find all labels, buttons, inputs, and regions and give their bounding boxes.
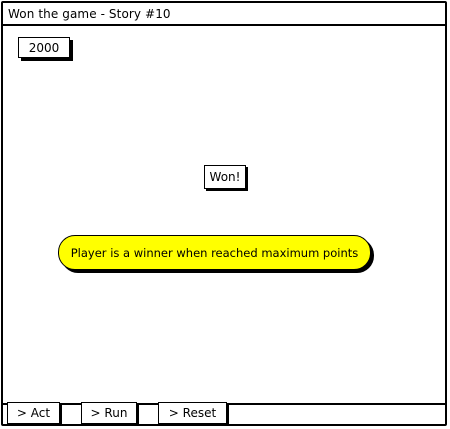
score-value: 2000 [28, 40, 60, 55]
reset-button[interactable]: > Reset [158, 402, 227, 424]
run-button[interactable]: > Run [81, 402, 137, 424]
story-note-callout: Player is a winner when reached maximum … [58, 235, 371, 270]
window-titlebar: Won the game - Story #10 [3, 3, 445, 26]
score-display: 2000 [18, 37, 70, 58]
act-button[interactable]: > Act [7, 402, 60, 424]
window-title: Won the game - Story #10 [8, 6, 171, 21]
won-status-label: Won! [204, 165, 246, 189]
action-toolbar: > Act > Run > Reset [3, 402, 445, 424]
won-status-text: Won! [209, 170, 241, 184]
story-note-text: Player is a winner when reached maximum … [70, 245, 359, 260]
